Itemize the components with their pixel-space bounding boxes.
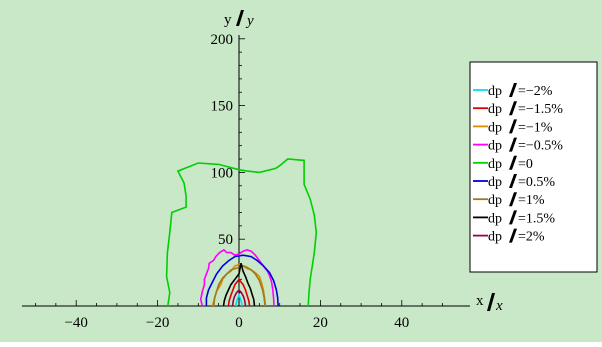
x-axis-label-main: x <box>476 293 484 309</box>
x-tick-label: −40 <box>64 315 87 331</box>
y-tick-label: 150 <box>211 99 234 115</box>
series-line-8 <box>231 288 247 307</box>
x-tick-label: −20 <box>146 315 169 331</box>
legend-slash-icon <box>509 210 517 225</box>
x-tick-label: 20 <box>313 315 328 331</box>
series-line-4 <box>165 158 318 307</box>
legend-box <box>469 61 598 273</box>
y-axis-label-main: y <box>224 12 232 28</box>
legend-prefix: dp <box>488 102 502 117</box>
series-line-0 <box>234 293 244 307</box>
legend-label: =−1.5% <box>518 102 563 117</box>
legend-label: =−2% <box>518 84 553 99</box>
legend-label: =−0.5% <box>518 139 563 154</box>
series-line-6 <box>213 265 266 307</box>
y-tick-label: 100 <box>211 165 234 181</box>
series-line-7 <box>222 262 256 307</box>
legend-slash-icon <box>509 137 517 152</box>
legend-label: =2% <box>518 230 545 245</box>
legend-label: =0 <box>518 157 533 172</box>
legend-slash-icon <box>509 228 517 243</box>
y-axis-label-sub: y <box>245 13 254 29</box>
y-tick-label: 50 <box>218 232 233 248</box>
legend-label: =0.5% <box>518 175 555 190</box>
y-tick-label: 200 <box>211 32 234 48</box>
x-axis-label-sub: x <box>495 298 503 314</box>
legend-prefix: dp <box>488 211 502 226</box>
legend-label: =1.5% <box>518 211 555 226</box>
legend-label: =−1% <box>518 120 553 135</box>
x-tick-label: 0 <box>235 315 243 331</box>
legend: dp =−2% dp =−1.5% dp =−1% dp =−0.5% dp =0 dp =0.5% d… <box>469 61 598 273</box>
legend-prefix: dp <box>488 157 502 172</box>
legend-slash-icon <box>509 174 517 188</box>
legend-prefix: dp <box>488 139 502 154</box>
series-group <box>165 158 318 307</box>
legend-prefix: dp <box>488 175 502 190</box>
legend-slash-icon <box>509 155 517 170</box>
y-axis-label-slash <box>236 10 244 26</box>
legend-prefix: dp <box>488 230 502 245</box>
legend-slash-icon <box>509 101 517 116</box>
legend-slash-icon <box>509 192 517 207</box>
legend-slash-icon <box>509 119 517 134</box>
series-line-3 <box>199 248 275 307</box>
series-line-1 <box>227 277 251 307</box>
legend-slash-icon <box>509 83 517 97</box>
x-tick-label: 40 <box>394 315 409 331</box>
x-axis-label-slash <box>487 293 495 311</box>
series-line-5 <box>205 254 279 307</box>
legend-prefix: dp <box>488 84 502 99</box>
legend-prefix: dp <box>488 193 502 208</box>
legend-prefix: dp <box>488 120 502 135</box>
legend-label: =1% <box>518 193 545 208</box>
